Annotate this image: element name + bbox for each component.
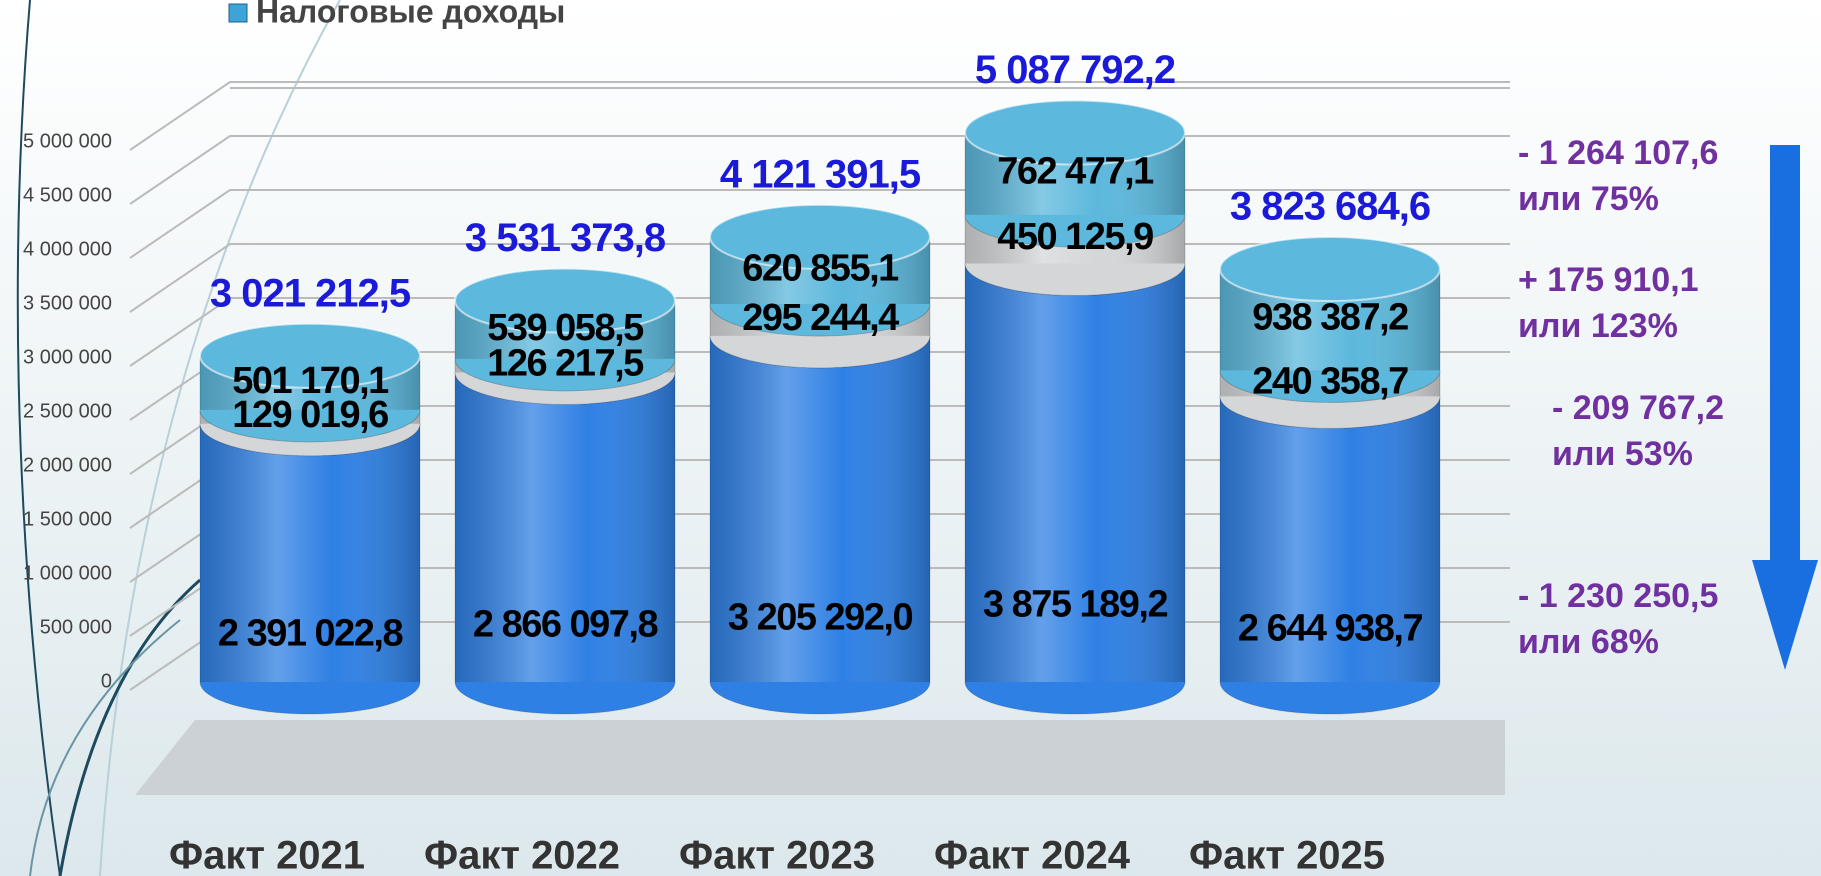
legend-label: Налоговые доходы (256, 0, 565, 29)
y-tick-label: 2 000 000 (23, 454, 112, 476)
annotation: или 123% (1518, 307, 1678, 345)
value-label: 126 217,5 (487, 343, 644, 385)
annotation: или 68% (1518, 623, 1659, 661)
segment-shade (455, 372, 675, 682)
decor (16, 0, 61, 876)
y-tick-label: 3 000 000 (23, 346, 112, 368)
y-tick-label: 1 500 000 (23, 508, 112, 530)
total-label: 4 121 391,5 (720, 152, 921, 196)
segment-shade (200, 423, 420, 682)
cylinder-cap (454, 267, 676, 334)
cylinder-cap (709, 203, 931, 270)
legend-swatch (228, 3, 248, 23)
total-label: 3 823 684,6 (1230, 185, 1430, 229)
value-label: 450 125,9 (997, 216, 1153, 258)
x-tick-label: Факт 2021 (169, 834, 365, 876)
total-label: 3 531 373,8 (465, 216, 666, 260)
y-tick-label: 3 500 000 (23, 292, 112, 314)
cylinder-cap (199, 322, 421, 389)
decor (99, 0, 341, 876)
value-label: 539 058,5 (487, 307, 644, 349)
value-label: 240 358,7 (1252, 360, 1408, 402)
y-tick-label: 500 000 (40, 616, 112, 638)
value-label: 3 875 189,2 (983, 584, 1168, 626)
annotation: - 209 767,2 (1552, 389, 1724, 427)
value-label: 129 019,6 (232, 394, 388, 436)
annotation: - 1 264 107,6 (1518, 134, 1718, 172)
segment-shade (710, 335, 930, 682)
cylinder-cap (1219, 236, 1441, 303)
floor (135, 720, 1505, 795)
x-tick-label: Факт 2022 (424, 834, 620, 876)
y-tick-label: 4 500 000 (23, 184, 112, 206)
annotation: или 75% (1518, 180, 1659, 218)
segment-shade (965, 263, 1185, 682)
y-tick-label: 5 000 000 (23, 130, 112, 152)
total-label: 5 087 792,2 (975, 48, 1175, 92)
annotation: + 175 910,1 (1518, 261, 1699, 299)
decor (29, 619, 181, 876)
value-label: 2 866 097,8 (473, 603, 658, 645)
annotation: - 1 230 250,5 (1518, 577, 1718, 615)
y-tick-label: 2 500 000 (23, 400, 112, 422)
x-tick-label: Факт 2023 (679, 834, 875, 876)
cylinder-cap (964, 99, 1186, 166)
value-label: 3 205 292,0 (728, 597, 913, 639)
x-tick-label: Факт 2025 (1189, 834, 1385, 876)
value-label: 295 244,4 (742, 297, 899, 339)
value-label: 2 391 022,8 (218, 613, 403, 655)
value-label: 938 387,2 (1252, 297, 1408, 339)
y-tick-label: 1 000 000 (23, 562, 112, 584)
value-label: 762 477,1 (997, 151, 1154, 193)
value-label: 501 170,1 (232, 360, 389, 402)
grid-line (129, 81, 1510, 151)
segment-shade (1220, 396, 1440, 682)
value-label: 2 644 938,7 (1238, 608, 1423, 650)
annotation: или 53% (1552, 435, 1693, 473)
decor (58, 578, 201, 876)
y-tick-label: 0 (101, 670, 112, 692)
total-label: 3 021 212,5 (210, 271, 411, 315)
x-tick-label: Факт 2024 (934, 834, 1131, 876)
y-tick-label: 4 000 000 (23, 238, 112, 260)
arrow (1752, 145, 1818, 670)
value-label: 620 855,1 (742, 247, 899, 289)
